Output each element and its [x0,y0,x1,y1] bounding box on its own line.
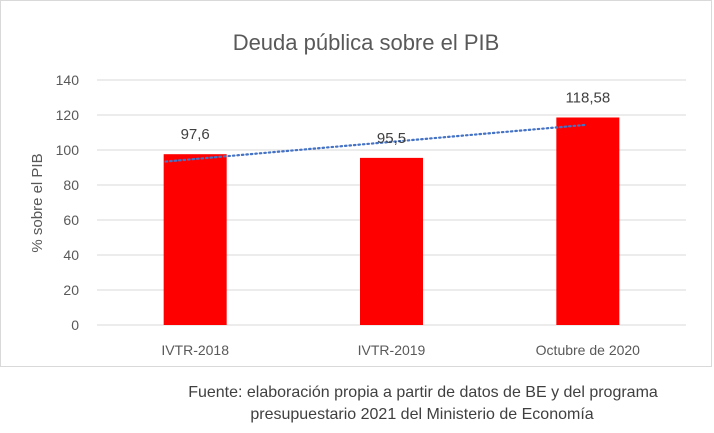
chart-title: Deuda pública sobre el PIB [233,30,500,55]
y-tick-label: 120 [56,107,80,123]
y-tick-label: 140 [56,72,80,88]
trendline [164,123,588,163]
caption-line-2: presupuestario 2021 del Ministerio de Ec… [250,406,594,423]
x-tick-label: IVTR-2019 [358,342,426,358]
y-tick-label: 0 [71,317,79,333]
y-tick-label: 100 [56,142,80,158]
data-label: 97,6 [181,126,210,143]
source-caption: Fuente: elaboración propia a partir de d… [0,382,714,426]
y-tick-label: 80 [63,177,79,193]
bar-chart: Deuda pública sobre el PIB % sobre el PI… [29,30,686,358]
y-tick-label: 40 [63,247,79,263]
data-label: 95,5 [377,130,406,147]
y-tick-label: 20 [63,282,79,298]
caption-line-1: Fuente: elaboración propia a partir de d… [188,384,658,401]
bar [163,154,227,325]
y-axis-label: % sobre el PIB [29,153,46,252]
y-tick-label: 60 [63,212,79,228]
x-tick-label: Octubre de 2020 [536,342,641,358]
data-label: 118,58 [565,89,610,106]
x-tick-label: IVTR-2018 [161,342,229,358]
bar [360,157,423,325]
bar [556,117,620,325]
